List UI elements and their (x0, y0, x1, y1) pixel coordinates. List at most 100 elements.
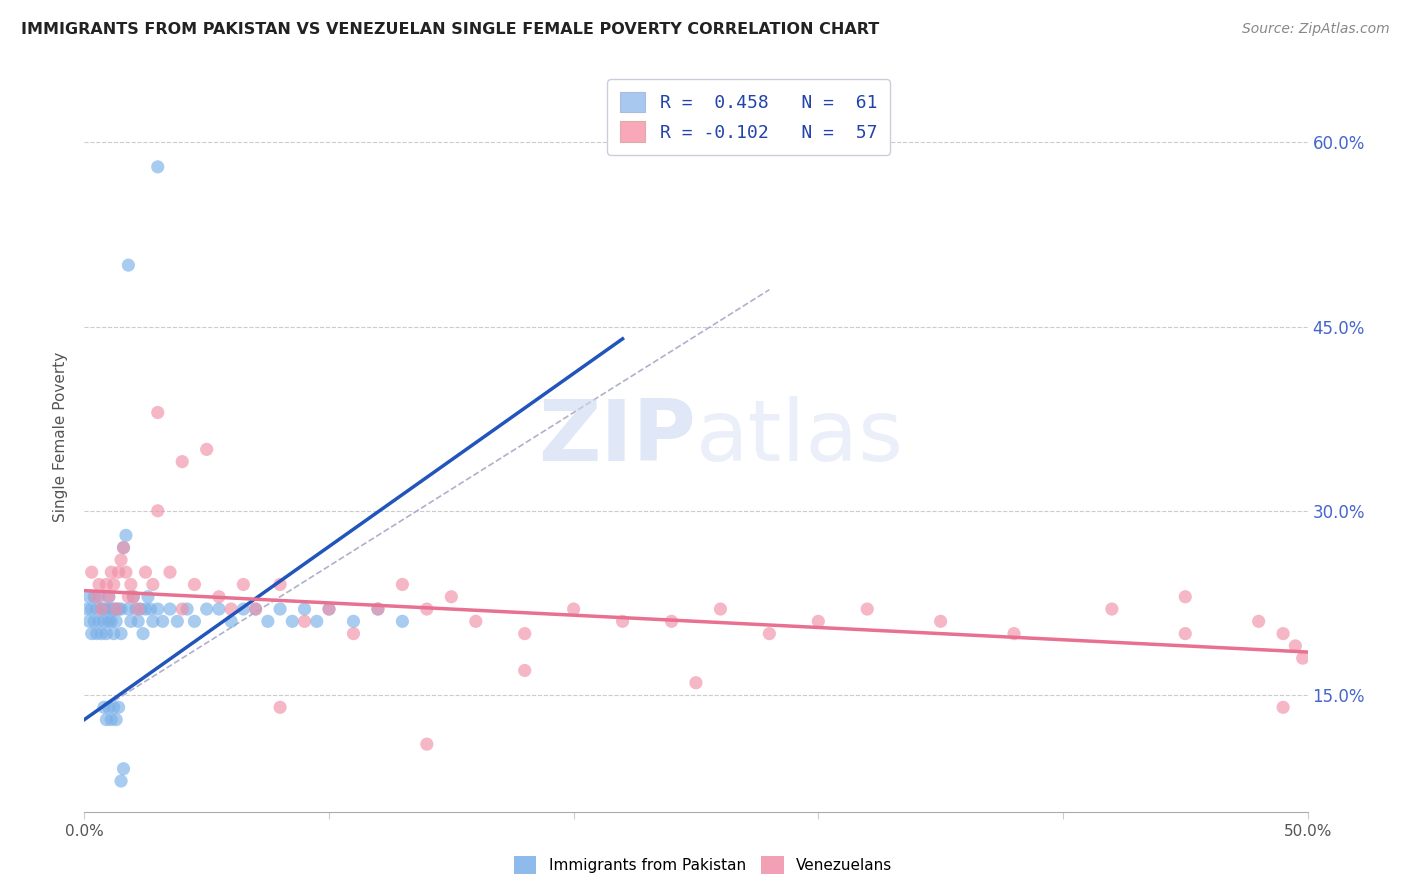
Point (76, 602, 98, 616)
Point (103, 602, 125, 616)
Point (807, 615, 830, 629)
Point (232, 602, 254, 616)
Point (127, 615, 149, 629)
Point (159, 602, 181, 616)
Point (269, 577, 291, 591)
Point (100, 713, 122, 727)
Point (96, 602, 118, 616)
Point (269, 602, 291, 616)
Text: IMMIGRANTS FROM PAKISTAN VS VENEZUELAN SINGLE FEMALE POVERTY CORRELATION CHART: IMMIGRANTS FROM PAKISTAN VS VENEZUELAN S… (21, 22, 879, 37)
Point (93, 700, 115, 714)
Point (105, 602, 128, 616)
Point (117, 602, 139, 616)
Point (90, 626, 112, 640)
Point (208, 602, 231, 616)
Point (135, 602, 157, 616)
Point (685, 675, 707, 690)
Point (1002, 626, 1025, 640)
Point (86, 626, 108, 640)
Point (120, 615, 142, 629)
Point (1284, 639, 1306, 653)
Point (709, 602, 731, 616)
Point (856, 602, 879, 616)
Point (146, 160, 169, 174)
Point (135, 565, 157, 579)
Point (107, 700, 129, 714)
Point (166, 615, 188, 629)
Point (127, 602, 149, 616)
Point (125, 602, 148, 616)
Point (416, 602, 439, 616)
Point (612, 615, 634, 629)
Point (122, 590, 145, 604)
Point (93, 602, 115, 616)
Point (1174, 626, 1197, 640)
Point (112, 541, 135, 555)
Y-axis label: Single Female Poverty: Single Female Poverty (53, 352, 69, 522)
Point (245, 602, 267, 616)
Text: ZIP: ZIP (538, 395, 696, 479)
Point (513, 664, 536, 678)
Point (146, 602, 169, 616)
Point (100, 615, 122, 629)
Point (97, 590, 120, 604)
Point (115, 528, 138, 542)
Point (110, 626, 132, 640)
Point (294, 602, 316, 616)
Point (115, 565, 138, 579)
Point (117, 258, 139, 272)
Point (142, 615, 165, 629)
Point (929, 615, 952, 629)
Point (83, 590, 105, 604)
Point (661, 615, 683, 629)
Point (305, 615, 328, 629)
Legend: R =  0.458   N =  61, R = -0.102   N =  57: R = 0.458 N = 61, R = -0.102 N = 57 (607, 79, 890, 155)
Point (1292, 651, 1315, 665)
Point (208, 590, 231, 604)
Point (77, 615, 100, 629)
Point (281, 615, 304, 629)
Point (87, 615, 110, 629)
Point (269, 700, 291, 714)
Point (1101, 602, 1123, 616)
Point (100, 565, 122, 579)
Point (90, 602, 112, 616)
Point (80, 626, 103, 640)
Point (107, 602, 129, 616)
Point (117, 590, 139, 604)
Point (110, 774, 132, 789)
Point (146, 504, 169, 518)
Point (367, 602, 389, 616)
Point (464, 615, 486, 629)
Point (758, 626, 780, 640)
Point (129, 602, 152, 616)
Point (103, 700, 125, 714)
Point (77, 590, 100, 604)
Point (86, 590, 108, 604)
Point (80, 565, 103, 579)
Point (100, 602, 122, 616)
Point (257, 615, 280, 629)
Point (562, 602, 585, 616)
Point (294, 615, 316, 629)
Point (83, 615, 105, 629)
Point (183, 615, 205, 629)
Text: Source: ZipAtlas.com: Source: ZipAtlas.com (1241, 22, 1389, 37)
Point (103, 626, 125, 640)
Point (132, 626, 155, 640)
Point (96, 577, 118, 591)
Point (110, 602, 132, 616)
Point (112, 541, 135, 555)
Point (80, 602, 103, 616)
Text: atlas: atlas (696, 395, 904, 479)
Point (391, 577, 413, 591)
Point (513, 626, 536, 640)
Point (87, 577, 110, 591)
Point (107, 565, 129, 579)
Point (219, 602, 242, 616)
Point (97, 615, 120, 629)
Point (120, 577, 142, 591)
Point (172, 455, 194, 469)
Point (1272, 626, 1295, 640)
Point (318, 602, 340, 616)
